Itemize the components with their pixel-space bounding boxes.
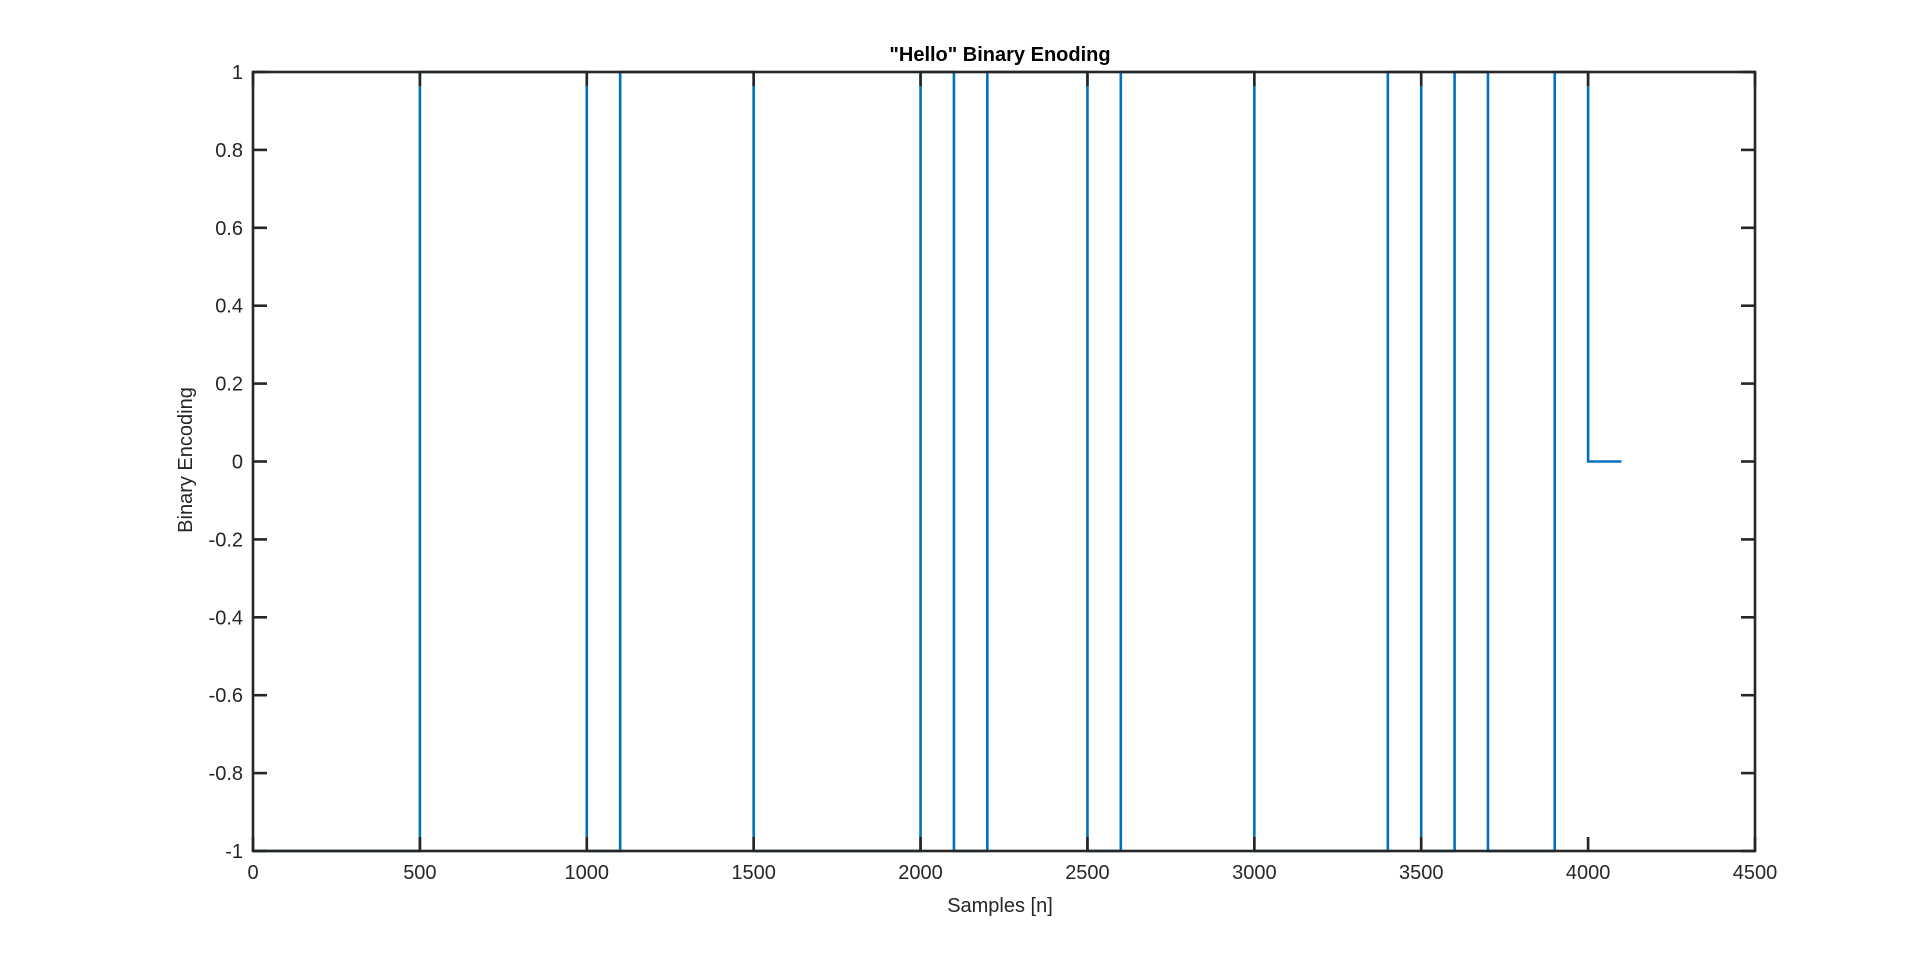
chart-title: "Hello" Binary Enoding bbox=[889, 44, 1110, 66]
y-tick-label: -0.2 bbox=[209, 529, 243, 551]
x-tick-label: 1000 bbox=[565, 862, 610, 884]
x-tick-label: 3500 bbox=[1399, 862, 1444, 884]
x-tick-label: 2000 bbox=[898, 862, 943, 884]
x-tick-label: 1500 bbox=[731, 862, 776, 884]
y-tick-label: -0.4 bbox=[209, 607, 243, 629]
x-tick-labels: 0 500 1000 1500 2000 2500 3000 3500 4000 4500 bbox=[247, 862, 1777, 884]
y-tick-label: -0.8 bbox=[209, 763, 243, 785]
y-axis-label: Binary Encoding bbox=[175, 387, 197, 533]
y-tick-label: 0.6 bbox=[215, 218, 243, 240]
x-tick-label: 2500 bbox=[1065, 862, 1110, 884]
y-tick-label: -1 bbox=[225, 841, 243, 863]
y-tick-label: 0.8 bbox=[215, 140, 243, 162]
tick-marks bbox=[251, 70, 1757, 853]
y-tick-label: 1 bbox=[232, 62, 243, 84]
y-tick-label: 0.2 bbox=[215, 374, 243, 396]
x-tick-label: 500 bbox=[403, 862, 436, 884]
y-tick-labels: -1 -0.8 -0.6 -0.4 -0.2 0 0.2 0.4 0.6 0.8 1 bbox=[209, 62, 243, 863]
x-tick-label: 0 bbox=[247, 862, 258, 884]
y-tick-label: -0.6 bbox=[209, 685, 243, 707]
x-tick-label: 4000 bbox=[1566, 862, 1611, 884]
x-tick-label: 4500 bbox=[1733, 862, 1778, 884]
x-tick-label: 3000 bbox=[1232, 862, 1277, 884]
x-axis-label: Samples [n] bbox=[947, 895, 1053, 917]
y-tick-label: 0 bbox=[232, 452, 243, 474]
y-tick-label: 0.4 bbox=[215, 296, 243, 318]
